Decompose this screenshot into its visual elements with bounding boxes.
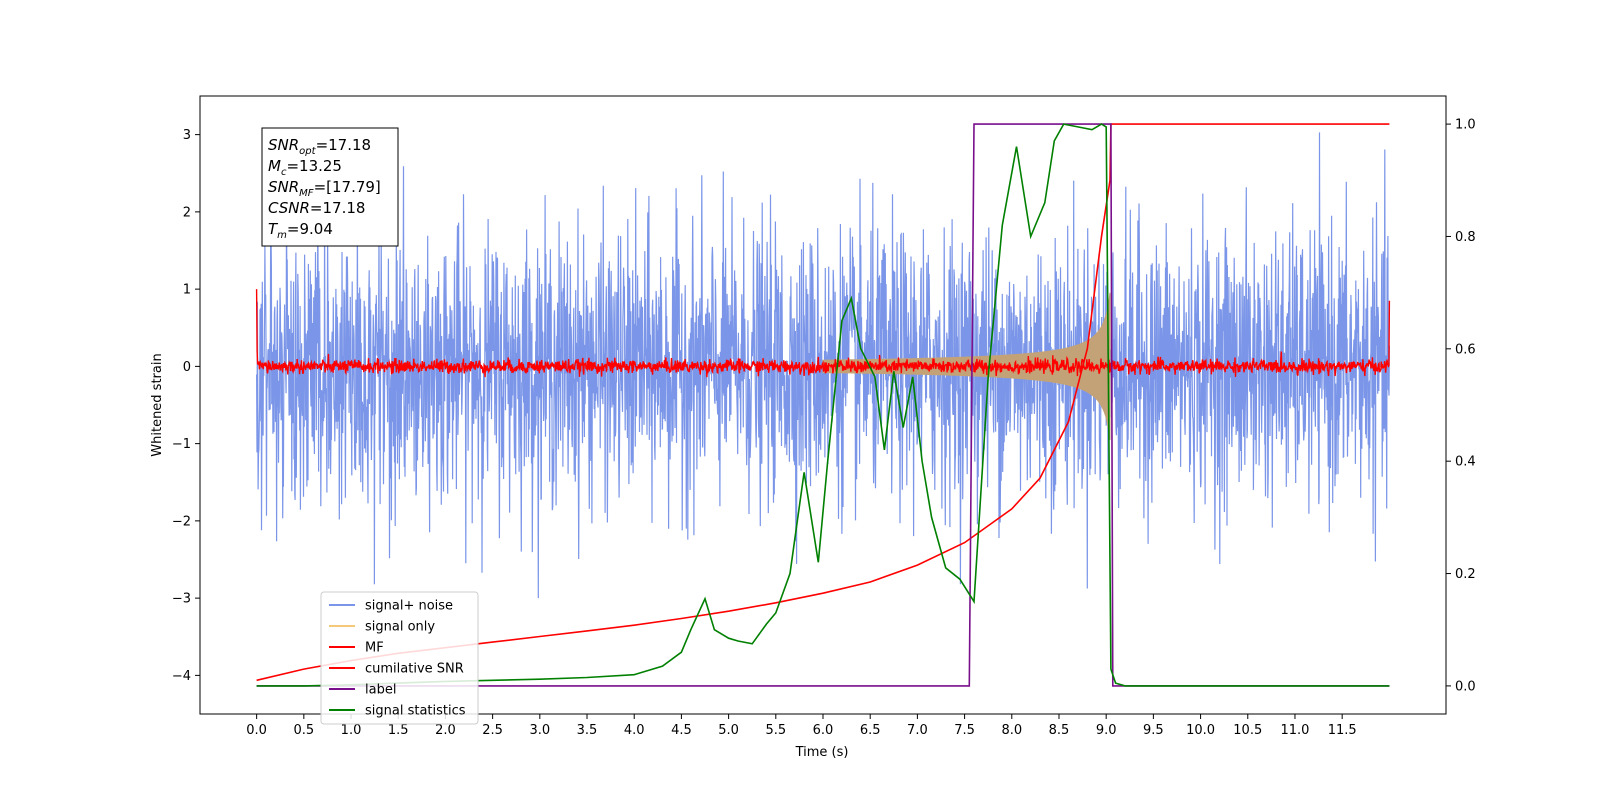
x-tick-label: 5.0 [718,723,739,738]
y-axis-right: 0.0 0.2 0.4 0.6 0.8 1.0 [1446,118,1476,694]
x-tick-label: 11.0 [1280,723,1309,738]
series-signal-only [822,292,1111,440]
x-tick-label: 2.5 [482,723,503,738]
y-tick-label: −1 [172,437,191,452]
y-tick-label: 0 [183,360,191,375]
x-tick-label: 4.0 [624,723,645,738]
y2-tick-label: 0.6 [1455,342,1476,357]
x-tick-label: 10.0 [1186,723,1215,738]
legend-entry: cumilative SNR [365,662,464,677]
legend-entry: signal only [365,620,435,635]
x-tick-label: 5.5 [765,723,786,738]
y-axis-label: Whitened strain [150,353,165,456]
y-tick-label: −4 [172,669,191,684]
y-tick-label: 1 [183,283,191,298]
x-tick-label: 6.5 [860,723,881,738]
legend-entry: signal statistics [365,704,466,719]
y-tick-label: −2 [172,514,191,529]
series-signal-statistics [256,123,1390,687]
x-tick-label: 0.5 [293,723,314,738]
y2-tick-label: 1.0 [1455,118,1476,133]
legend-frame [320,591,479,725]
x-tick-label: 11.5 [1328,723,1357,738]
x-tick-label: 1.5 [388,723,409,738]
annotation-line: CSNR=17.18 [268,199,365,217]
y2-tick-label: 0.8 [1455,230,1476,245]
x-tick-label: 6.0 [813,723,834,738]
x-tick-label: 9.0 [1096,723,1117,738]
x-tick-label: 9.5 [1143,723,1164,738]
annotation-line: SNRMF=[17.79] [268,178,381,199]
x-tick-label: 7.0 [907,723,928,738]
annotation-line: Mc=13.25 [268,157,342,178]
legend-entry: signal+ noise [365,599,453,614]
x-tick-label: 8.0 [1001,723,1022,738]
x-tick-label: 3.5 [577,723,598,738]
legend-entry: label [365,683,396,698]
annotation-line: Tm=9.04 [268,220,333,241]
x-axis-label: Time (s) [795,745,849,760]
x-tick-label: 2.0 [435,723,456,738]
annotation-box: SNRopt=17.18Mc=13.25SNRMF=[17.79]CSNR=17… [261,127,399,247]
x-tick-label: 0.0 [246,723,267,738]
y2-tick-label: 0.0 [1455,679,1476,694]
x-tick-label: 8.5 [1049,723,1070,738]
annotation-line: SNRopt=17.18 [268,136,371,157]
x-axis: 0.0 0.5 1.0 1.5 2.0 2.5 3.0 3.5 4.0 4.5 5.0 5.5 6.0 6… [246,714,1357,738]
y-axis-left: −4 −3 −2 −1 0 1 2 3 [172,128,200,684]
annotation-frame [261,127,399,247]
x-tick-label: 7.5 [954,723,975,738]
y-tick-label: −3 [172,592,191,607]
legend-entry: MF [365,641,384,656]
x-tick-label: 3.0 [529,723,550,738]
y-tick-label: 2 [183,205,191,220]
series-mf [255,289,1391,378]
x-tick-label: 10.5 [1233,723,1262,738]
y2-tick-label: 0.4 [1455,455,1476,470]
x-tick-label: 1.0 [341,723,362,738]
y2-tick-label: 0.2 [1455,567,1476,582]
y-tick-label: 3 [183,128,191,143]
legend: signal+ noise signal only MF cumilative SNR… [320,591,479,725]
x-tick-label: 4.5 [671,723,692,738]
